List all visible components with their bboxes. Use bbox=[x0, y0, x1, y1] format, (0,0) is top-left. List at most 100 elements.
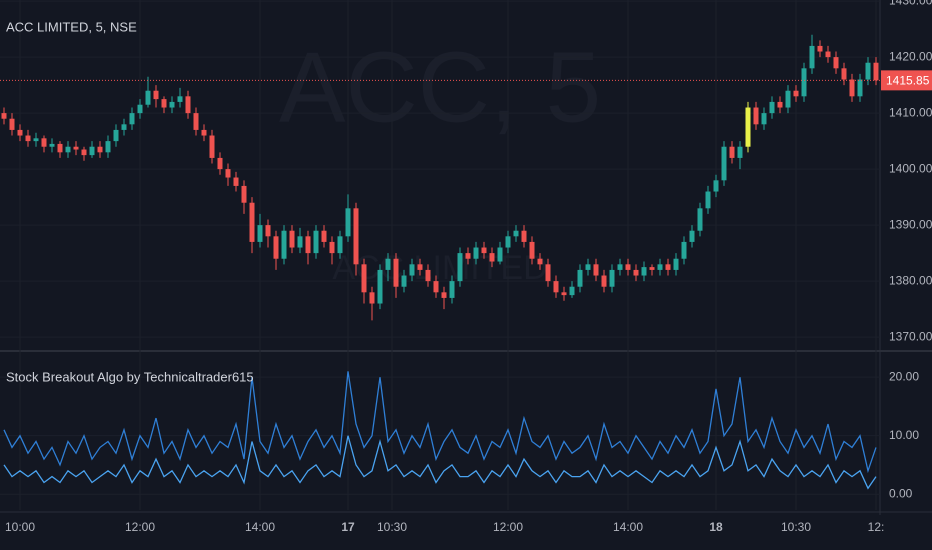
watermark: ACC, 5 bbox=[279, 31, 601, 143]
y-tick-label: 0.00 bbox=[889, 486, 913, 500]
candle-body bbox=[481, 247, 487, 254]
x-tick-label: 18 bbox=[709, 520, 723, 534]
y-tick-label: 1400.00 bbox=[889, 161, 932, 175]
candle-body bbox=[145, 90, 151, 105]
chart-title: ACC LIMITED, 5, NSE bbox=[6, 19, 137, 34]
indicator-line bbox=[3, 371, 877, 474]
candle-body bbox=[209, 135, 215, 158]
candle-body bbox=[441, 292, 447, 298]
y-tick-label: 1410.00 bbox=[889, 105, 932, 119]
price-label-box bbox=[881, 70, 932, 91]
candle-body bbox=[185, 96, 191, 114]
candle-body bbox=[625, 264, 631, 270]
candle-body bbox=[121, 124, 127, 130]
candle-body bbox=[537, 258, 543, 265]
candle-body bbox=[649, 267, 655, 270]
candle-body bbox=[249, 202, 255, 242]
candle-body bbox=[833, 57, 839, 69]
candle-body bbox=[553, 281, 559, 293]
candle-body bbox=[601, 275, 607, 287]
candle-body bbox=[361, 264, 367, 293]
candle-body bbox=[233, 177, 239, 186]
candle-body bbox=[329, 241, 335, 254]
candle-body bbox=[81, 149, 87, 156]
candle-body bbox=[217, 157, 223, 170]
candle-body bbox=[657, 264, 663, 270]
x-tick-label: 14:00 bbox=[245, 520, 275, 534]
candle-body bbox=[793, 90, 799, 97]
candle-body bbox=[241, 185, 247, 203]
candle-body bbox=[521, 230, 527, 242]
x-tick-label: 10:30 bbox=[781, 520, 811, 534]
candle-body bbox=[257, 225, 263, 242]
candle-body bbox=[641, 267, 647, 276]
candle-body bbox=[65, 146, 71, 153]
x-tick-label: 12: bbox=[868, 520, 885, 534]
candle-body bbox=[561, 292, 567, 296]
candle-body bbox=[273, 236, 279, 259]
x-tick-label: 17 bbox=[341, 520, 355, 534]
candle-body bbox=[25, 135, 31, 142]
candle-body bbox=[689, 230, 695, 242]
candle-body bbox=[769, 101, 775, 114]
y-tick-label: 1430.00 bbox=[889, 0, 932, 7]
candle-body bbox=[873, 62, 879, 81]
candle-body bbox=[417, 264, 423, 270]
candle-body bbox=[817, 45, 823, 52]
candle-body bbox=[497, 247, 503, 262]
candle-body bbox=[313, 230, 319, 254]
candle-body bbox=[545, 264, 551, 282]
candle-body bbox=[489, 253, 495, 262]
candle-body bbox=[41, 138, 47, 147]
candle-body bbox=[745, 107, 751, 147]
candle-body bbox=[305, 236, 311, 254]
candle-body bbox=[825, 51, 831, 58]
y-tick-label: 20.00 bbox=[889, 369, 919, 383]
candle-body bbox=[857, 79, 863, 97]
candle-body bbox=[697, 208, 703, 231]
candle-body bbox=[57, 143, 63, 153]
candle-body bbox=[265, 225, 271, 237]
candle-body bbox=[457, 253, 463, 282]
y-tick-label: 1380.00 bbox=[889, 273, 932, 287]
x-tick-label: 12:00 bbox=[493, 520, 523, 534]
candle-body bbox=[409, 264, 415, 276]
candle-body bbox=[721, 146, 727, 181]
candle-body bbox=[137, 104, 143, 114]
candle-body bbox=[761, 113, 767, 125]
candle-body bbox=[633, 269, 639, 276]
indicator-line bbox=[3, 435, 877, 490]
x-tick-label: 10:30 bbox=[377, 520, 407, 534]
candle-body bbox=[801, 68, 807, 97]
candle-body bbox=[529, 241, 535, 259]
candle-body bbox=[505, 236, 511, 248]
candle-body bbox=[569, 286, 575, 296]
candle-body bbox=[33, 138, 39, 142]
candle-body bbox=[617, 264, 623, 270]
candle-body bbox=[49, 143, 55, 147]
candle-body bbox=[97, 146, 103, 153]
candle-body bbox=[705, 191, 711, 209]
candle-body bbox=[385, 258, 391, 270]
candle-body bbox=[89, 146, 95, 156]
candle-body bbox=[337, 236, 343, 254]
candle-body bbox=[73, 146, 79, 150]
candle-body bbox=[297, 236, 303, 248]
candle-body bbox=[177, 96, 183, 102]
candle-body bbox=[113, 129, 119, 142]
indicator-title: Stock Breakout Algo by Technicaltrader61… bbox=[6, 369, 254, 384]
candle-body bbox=[353, 208, 359, 265]
y-tick-label: 1370.00 bbox=[889, 329, 932, 343]
candle-body bbox=[673, 258, 679, 270]
candle-body bbox=[17, 129, 23, 136]
candle-body bbox=[161, 99, 167, 108]
candle-body bbox=[377, 269, 383, 304]
candle-body bbox=[289, 230, 295, 248]
candle-body bbox=[1, 113, 7, 119]
y-tick-label: 10.00 bbox=[889, 428, 919, 442]
candle-body bbox=[193, 113, 199, 130]
candle-body bbox=[753, 107, 759, 125]
candle-body bbox=[169, 101, 175, 108]
candle-body bbox=[473, 247, 479, 259]
